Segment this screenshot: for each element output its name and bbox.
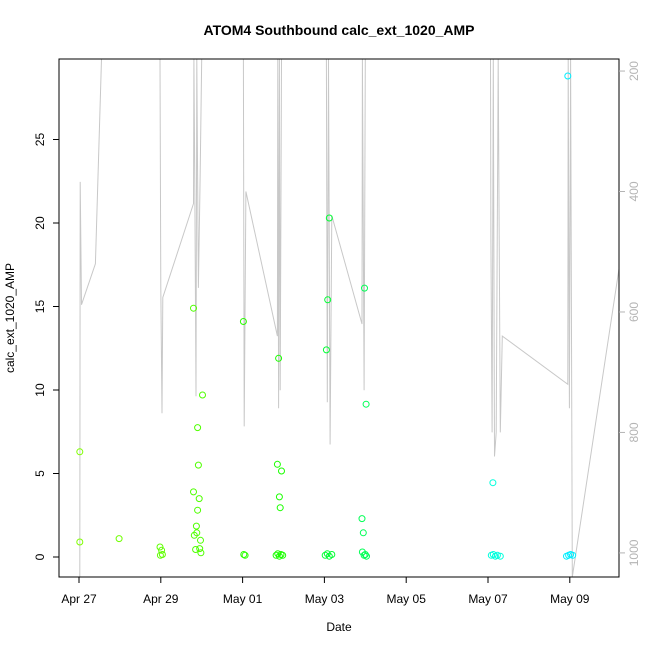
x-tick-label: Apr 27 <box>61 592 97 606</box>
data-point <box>199 391 206 399</box>
data-point <box>275 552 283 560</box>
data-point <box>240 551 248 558</box>
data-point <box>362 400 370 408</box>
depth-line <box>79 59 619 577</box>
data-point <box>363 552 370 560</box>
y-tick-label: 20 <box>33 216 47 230</box>
data-point <box>194 506 202 514</box>
data-point <box>278 467 285 475</box>
data-point <box>279 551 287 559</box>
data-point <box>489 479 497 487</box>
data-point <box>325 214 333 222</box>
data-point <box>359 529 367 537</box>
plot-area <box>76 59 619 577</box>
y-tick-label: 15 <box>33 300 47 314</box>
y-tick-label: 25 <box>33 133 47 147</box>
data-point <box>158 551 166 558</box>
data-point <box>328 551 336 558</box>
y2-tick-label: 800 <box>627 422 641 442</box>
x-tick-label: May 05 <box>387 592 427 606</box>
data-point <box>193 529 201 537</box>
data-point <box>158 546 166 554</box>
data-point <box>194 424 202 432</box>
data-point <box>239 318 247 325</box>
x-axis-label: Date <box>326 620 352 634</box>
data-point <box>276 504 284 512</box>
y2-tick-label: 1000 <box>627 539 641 566</box>
data-point <box>192 522 200 530</box>
data-point <box>190 488 197 496</box>
data-point <box>324 296 332 304</box>
x-tick-label: May 03 <box>305 592 345 606</box>
data-point <box>273 460 281 468</box>
data-point <box>241 551 249 559</box>
data-point <box>322 346 330 354</box>
data-point <box>156 543 164 551</box>
y-tick-label: 0 <box>33 553 47 560</box>
data-point <box>358 515 366 523</box>
y-tick-label: 5 <box>33 470 47 477</box>
data-point <box>190 304 197 312</box>
data-point <box>275 354 283 362</box>
data-point <box>196 545 204 553</box>
data-point <box>195 495 203 503</box>
data-point <box>569 551 577 559</box>
data-point <box>321 551 329 559</box>
data-point <box>489 551 497 558</box>
x-tick-label: Apr 29 <box>143 592 179 606</box>
data-point <box>194 461 202 469</box>
data-point <box>496 552 504 560</box>
data-point <box>197 549 205 557</box>
y-axis-label: calc_ext_1020_AMP <box>3 263 17 373</box>
y2-tick-label: 400 <box>627 181 641 201</box>
data-point <box>275 493 283 501</box>
chart-title: ATOM4 Southbound calc_ext_1020_AMP <box>204 22 475 38</box>
plot-frame <box>58 58 620 578</box>
y-tick-label: 10 <box>33 383 47 397</box>
x-tick-label: May 07 <box>468 592 508 606</box>
data-point <box>272 551 280 559</box>
data-point <box>76 448 84 456</box>
data-point <box>493 551 501 559</box>
data-point <box>197 536 204 544</box>
y2-tick-label: 600 <box>627 302 641 322</box>
data-point <box>361 551 369 558</box>
data-point <box>361 284 368 292</box>
data-point <box>76 538 84 546</box>
data-point <box>564 72 572 80</box>
x-tick-label: May 09 <box>550 592 590 606</box>
y2-tick-label: 200 <box>627 61 641 81</box>
data-point <box>115 535 123 543</box>
data-point <box>192 546 200 553</box>
x-tick-label: May 01 <box>223 592 263 606</box>
